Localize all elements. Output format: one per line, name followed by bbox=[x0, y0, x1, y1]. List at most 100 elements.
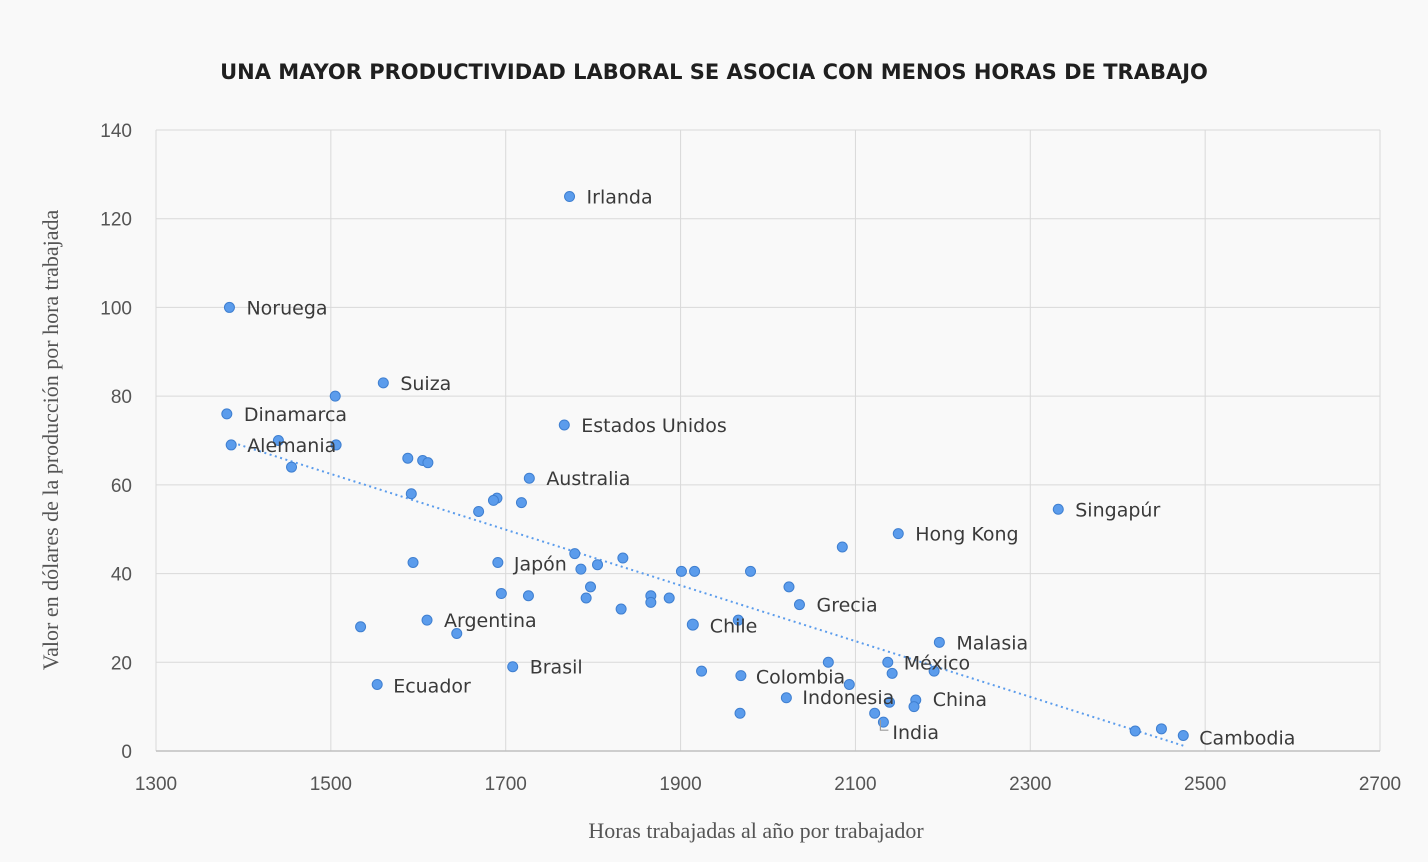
data-point bbox=[617, 552, 629, 564]
data-point bbox=[843, 678, 855, 690]
data-point bbox=[492, 556, 504, 568]
data-point-label: Cambodia bbox=[1199, 727, 1295, 749]
trend-line bbox=[232, 441, 1184, 747]
data-point bbox=[507, 661, 519, 673]
x-tick-label: 2300 bbox=[1009, 774, 1051, 795]
data-point-label: Alemania bbox=[247, 435, 336, 457]
data-point-label: Colombia bbox=[756, 667, 845, 689]
data-point bbox=[221, 408, 233, 420]
y-tick-label: 60 bbox=[111, 476, 132, 497]
data-point bbox=[329, 390, 341, 402]
data-point-label: Indonesia bbox=[802, 687, 894, 709]
point-layer bbox=[221, 191, 1189, 741]
data-point bbox=[487, 494, 499, 506]
x-tick-label: 1500 bbox=[310, 774, 352, 795]
data-point bbox=[645, 596, 657, 608]
x-tick-label: 2500 bbox=[1184, 774, 1226, 795]
data-point bbox=[675, 565, 687, 577]
data-point bbox=[734, 707, 746, 719]
data-point-label: México bbox=[904, 652, 970, 674]
y-tick-label: 20 bbox=[111, 653, 132, 674]
data-point bbox=[223, 301, 235, 313]
data-point bbox=[886, 667, 898, 679]
data-point-label: India bbox=[892, 722, 939, 744]
data-point-label: China bbox=[933, 689, 987, 711]
data-point-label: Estados Unidos bbox=[581, 415, 726, 437]
data-point bbox=[585, 581, 597, 593]
data-point bbox=[745, 565, 757, 577]
point-label-layer: Irlanda Noruega Suiza Dinamarca Estados Unid… bbox=[244, 187, 1296, 750]
data-point bbox=[780, 692, 792, 704]
data-point bbox=[689, 565, 701, 577]
data-point bbox=[928, 665, 940, 677]
data-point bbox=[1052, 503, 1064, 515]
y-tick-label: 0 bbox=[121, 742, 132, 763]
x-tick-label: 1700 bbox=[485, 774, 527, 795]
data-point bbox=[735, 670, 747, 682]
data-point-label: Malasia bbox=[956, 632, 1028, 654]
data-point-label: Irlanda bbox=[587, 187, 653, 209]
data-point-label: Suiza bbox=[400, 373, 451, 395]
data-point-label: Singapúr bbox=[1075, 499, 1160, 521]
data-point bbox=[933, 636, 945, 648]
data-point bbox=[405, 488, 417, 500]
chart-title: UNA MAYOR PRODUCTIVIDAD LABORAL SE ASOCI… bbox=[220, 60, 1208, 84]
data-point bbox=[1155, 723, 1167, 735]
data-point-label: Grecia bbox=[816, 595, 877, 617]
data-point-label: Australia bbox=[546, 468, 630, 490]
data-point bbox=[422, 457, 434, 469]
data-point bbox=[225, 439, 237, 451]
data-point bbox=[882, 656, 894, 668]
data-point-label: Noruega bbox=[246, 297, 327, 319]
data-point bbox=[495, 588, 507, 600]
y-tick-label: 120 bbox=[100, 210, 132, 231]
data-point bbox=[732, 614, 744, 626]
data-point bbox=[564, 191, 576, 203]
y-axis-label: Valor en dólares de la producción por ho… bbox=[38, 209, 63, 670]
data-point bbox=[355, 621, 367, 633]
data-point bbox=[272, 435, 284, 446]
data-point bbox=[793, 599, 805, 611]
data-point bbox=[569, 548, 581, 560]
y-tick-label: 140 bbox=[100, 121, 132, 142]
data-point-label: Dinamarca bbox=[244, 404, 347, 426]
y-tick-label: 80 bbox=[111, 387, 132, 408]
tick-labels: 0 20 40 60 80 100 120 140 1300 1500 1700 1900 2100 23… bbox=[100, 121, 1401, 795]
data-point-label: Chile bbox=[710, 616, 758, 638]
x-tick-label: 1900 bbox=[659, 774, 701, 795]
data-point-label: Ecuador bbox=[393, 675, 471, 697]
data-point bbox=[580, 592, 592, 604]
data-point bbox=[908, 701, 920, 713]
data-point bbox=[330, 439, 342, 451]
data-point bbox=[783, 581, 795, 593]
data-point bbox=[421, 614, 433, 626]
data-point bbox=[407, 556, 419, 568]
data-point bbox=[592, 559, 604, 571]
y-tick-label: 100 bbox=[100, 298, 132, 319]
trend-layer bbox=[232, 441, 1184, 747]
x-axis-label: Horas trabajadas al año por trabajador bbox=[588, 818, 924, 843]
x-tick-label: 2100 bbox=[834, 774, 876, 795]
x-tick-label: 1300 bbox=[135, 774, 177, 795]
y-tick-label: 40 bbox=[111, 565, 132, 586]
data-point bbox=[558, 419, 570, 431]
x-tick-label: 2700 bbox=[1359, 774, 1401, 795]
data-point bbox=[451, 627, 463, 639]
data-point bbox=[515, 497, 527, 509]
data-point bbox=[1129, 725, 1141, 737]
data-point-label: Hong Kong bbox=[915, 524, 1018, 546]
label-leader-line bbox=[879, 720, 889, 731]
data-point bbox=[869, 707, 881, 719]
data-point bbox=[371, 678, 383, 690]
data-point-label: Brasil bbox=[530, 657, 583, 679]
data-point bbox=[286, 461, 298, 473]
data-point bbox=[402, 452, 414, 464]
data-point bbox=[523, 472, 535, 484]
data-point bbox=[615, 603, 627, 615]
data-point bbox=[836, 541, 848, 553]
data-point bbox=[696, 665, 708, 677]
data-point bbox=[822, 656, 834, 668]
data-point-label: Japón bbox=[513, 553, 567, 575]
data-point bbox=[575, 563, 587, 575]
